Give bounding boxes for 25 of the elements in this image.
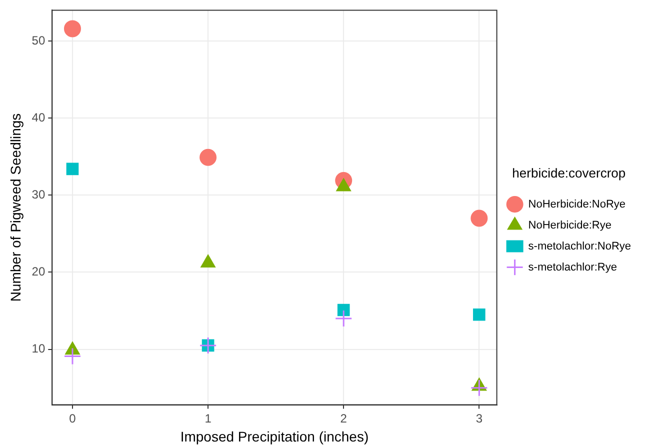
point <box>470 210 488 227</box>
point <box>337 304 350 316</box>
point <box>66 162 79 176</box>
y-tick-label: 30 <box>32 187 46 202</box>
x-axis-title: Imposed Precipitation (inches) <box>180 428 369 444</box>
x-tick-label: 1 <box>204 411 212 426</box>
x-tick-label: 0 <box>69 411 76 426</box>
y-tick-label: 50 <box>32 33 46 48</box>
point <box>64 20 81 38</box>
point <box>200 148 217 166</box>
legend-label: NoHerbicide:Rye <box>528 219 612 232</box>
y-axis-title: Number of Pigweed Seedlings <box>7 113 24 302</box>
legend-title: herbicide:covercrop <box>512 165 626 180</box>
point <box>334 310 352 328</box>
legend-label: s-metolachlor:NoRye <box>528 240 631 252</box>
legend-label: NoHerbicide:NoRye <box>528 198 626 210</box>
x-tick-label: 3 <box>476 411 483 426</box>
point <box>470 379 488 397</box>
y-tick-label: 10 <box>32 342 46 356</box>
y-tick-label: 40 <box>32 110 46 124</box>
x-tick-label: 2 <box>340 411 348 426</box>
point <box>473 308 486 321</box>
y-tick-label: 20 <box>32 264 46 279</box>
legend-label: s-metolachlor:Rye <box>528 261 617 274</box>
point <box>64 347 82 365</box>
